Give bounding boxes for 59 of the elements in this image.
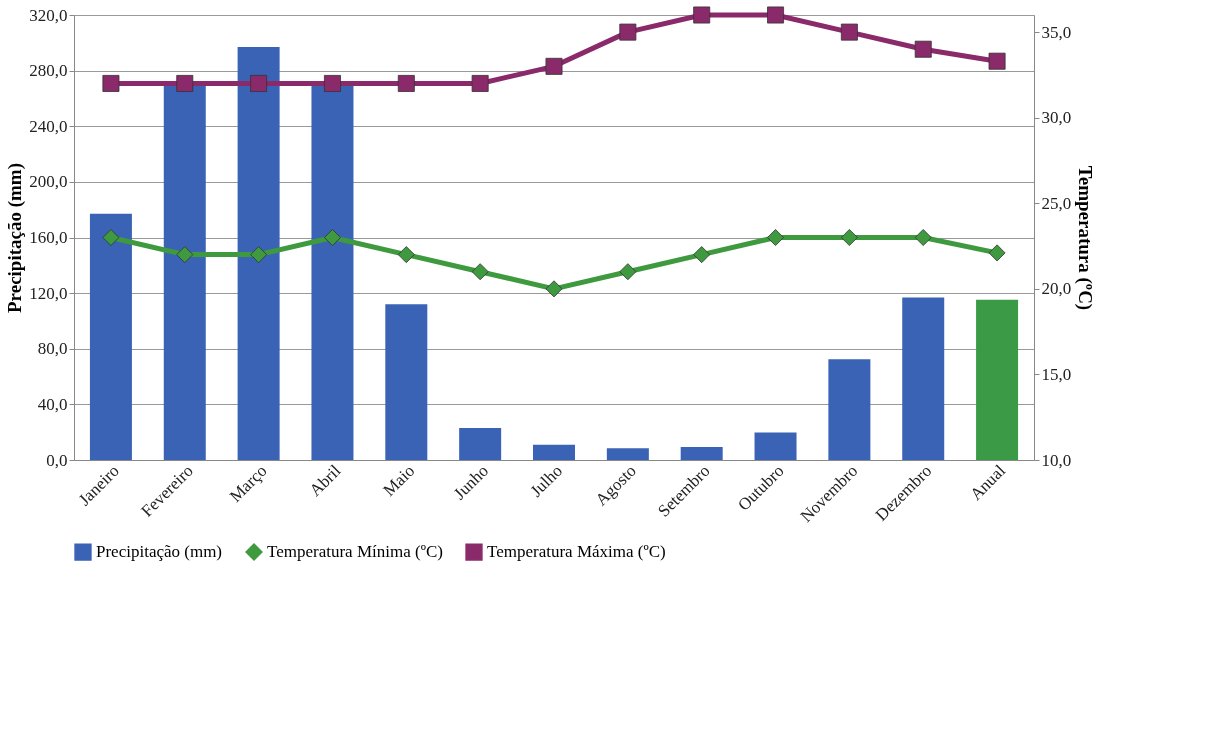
point bbox=[914, 40, 932, 58]
point bbox=[619, 23, 637, 41]
y-axis-title: Precipitação (mm) bbox=[4, 162, 27, 314]
point bbox=[767, 6, 784, 24]
y-tick-label: 160,0 bbox=[29, 228, 68, 247]
point bbox=[397, 246, 415, 264]
bar bbox=[606, 448, 649, 460]
point bbox=[102, 75, 120, 92]
point bbox=[545, 280, 563, 298]
y-tick-label: 80,0 bbox=[37, 339, 68, 359]
bar bbox=[533, 444, 575, 460]
point bbox=[324, 229, 341, 246]
point bbox=[988, 244, 1006, 262]
point bbox=[471, 263, 489, 281]
bar bbox=[680, 447, 723, 460]
point bbox=[250, 246, 268, 264]
y2-tick-label: 20,0 bbox=[1041, 279, 1072, 299]
bar bbox=[976, 299, 1019, 460]
point bbox=[619, 263, 637, 281]
y-tick-label: 120,0 bbox=[29, 283, 68, 303]
bar bbox=[163, 84, 206, 460]
bar bbox=[828, 359, 871, 460]
y2-tick-label: 30,0 bbox=[1041, 108, 1072, 128]
bar bbox=[754, 432, 797, 460]
y-tick-label: 200,0 bbox=[29, 172, 68, 192]
point bbox=[250, 75, 268, 92]
point bbox=[840, 229, 858, 246]
point bbox=[545, 57, 563, 75]
y-tick-label: 320,0 bbox=[29, 5, 68, 25]
bar bbox=[311, 84, 354, 460]
point bbox=[176, 75, 194, 92]
bar bbox=[459, 428, 502, 460]
point bbox=[176, 246, 194, 264]
point bbox=[471, 75, 489, 92]
y2-tick-label: 10,0 bbox=[1041, 450, 1072, 470]
legend-label: Temperatura Mínima (ºC) bbox=[267, 542, 443, 562]
point bbox=[397, 75, 415, 92]
y2-tick-label: 25,0 bbox=[1041, 193, 1072, 213]
y2-axis-title: Temperatura (ºC) bbox=[1074, 165, 1097, 311]
bar bbox=[89, 213, 132, 460]
y-tick-label: 240,0 bbox=[29, 116, 68, 136]
bar bbox=[237, 46, 280, 460]
y2-tick-label: 35,0 bbox=[1041, 22, 1072, 42]
y-tick-label: 0,0 bbox=[46, 450, 68, 470]
point bbox=[324, 75, 341, 92]
bar bbox=[385, 304, 428, 460]
bar bbox=[902, 297, 945, 460]
point bbox=[840, 23, 858, 41]
point bbox=[693, 6, 711, 24]
point bbox=[988, 52, 1006, 70]
point bbox=[693, 246, 711, 264]
legend-label: Temperatura Máxima (ºC) bbox=[487, 542, 666, 562]
y-tick-label: 40,0 bbox=[37, 394, 68, 414]
point bbox=[767, 229, 784, 246]
y-tick-label: 280,0 bbox=[29, 61, 68, 81]
point bbox=[914, 229, 932, 246]
point bbox=[102, 229, 120, 246]
legend-label: Precipitação (mm) bbox=[96, 542, 223, 562]
y2-tick-label: 15,0 bbox=[1041, 364, 1072, 384]
